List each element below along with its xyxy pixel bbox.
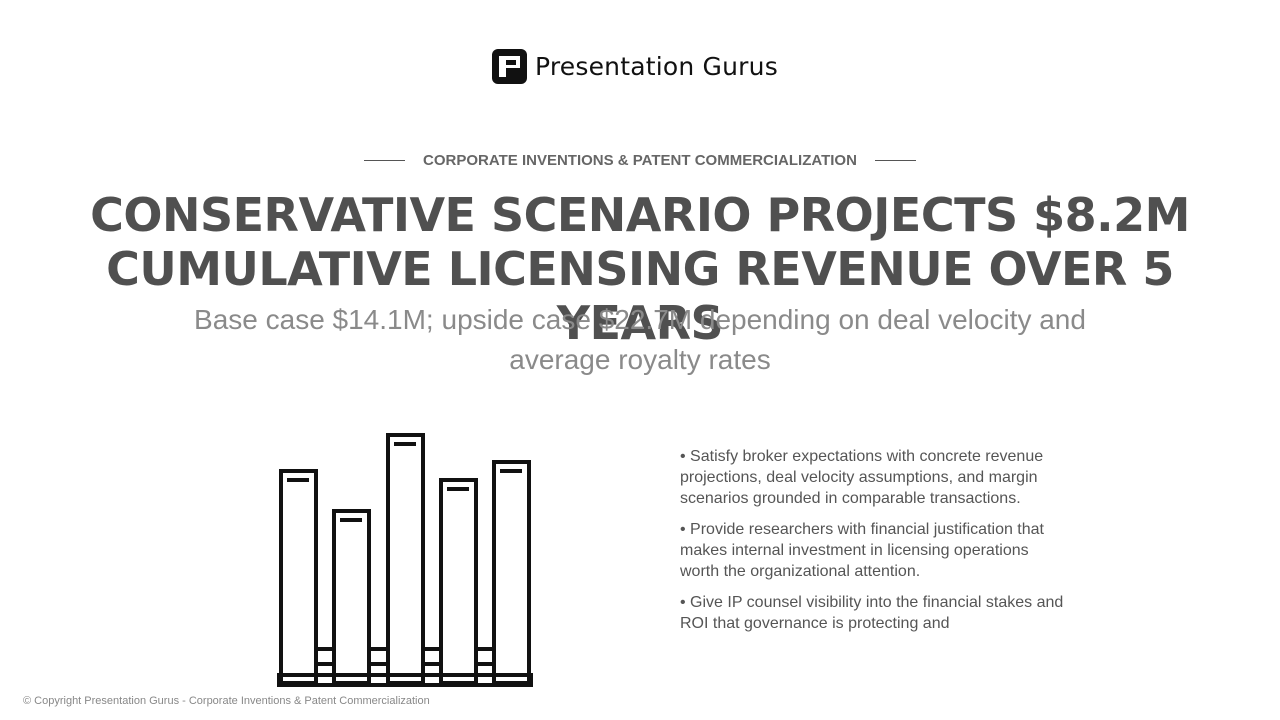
- key-points-list: • Satisfy broker expectations with concr…: [680, 446, 1070, 644]
- section-eyebrow: CORPORATE INVENTIONS & PATENT COMMERCIAL…: [0, 152, 1280, 169]
- eyebrow-right-rule: [874, 160, 916, 161]
- eyebrow-text: CORPORATE INVENTIONS & PATENT COMMERCIAL…: [423, 152, 857, 169]
- copyright-footer: © Copyright Presentation Gurus - Corpora…: [23, 695, 430, 707]
- eyebrow-left-rule: [364, 160, 406, 161]
- slide-subtitle: Base case $14.1M; upside case $22.7M dep…: [194, 304, 1086, 375]
- bullet-text: Satisfy broker expectations with concret…: [680, 448, 1044, 507]
- brand-logo: Presentation Gurus: [492, 47, 778, 85]
- bar-chart-icon: [277, 433, 533, 687]
- bullet-text: Give IP counsel visibility into the fina…: [680, 594, 1064, 632]
- bullet-researcher-justification: • Provide researchers with financial jus…: [680, 521, 1044, 580]
- bullet-ip-counsel-visibility: • Give IP counsel visibility into the fi…: [680, 594, 1064, 632]
- bullet-broker-expectations: • Satisfy broker expectations with concr…: [680, 448, 1044, 507]
- brand-name: Presentation Gurus: [535, 51, 778, 81]
- slide-title: CONSERVATIVE SCENARIO PROJECTS $8.2M CUM…: [90, 188, 1190, 350]
- presentation-gurus-logo-icon: [492, 48, 527, 84]
- bullet-text: Provide researchers with financial justi…: [680, 521, 1044, 580]
